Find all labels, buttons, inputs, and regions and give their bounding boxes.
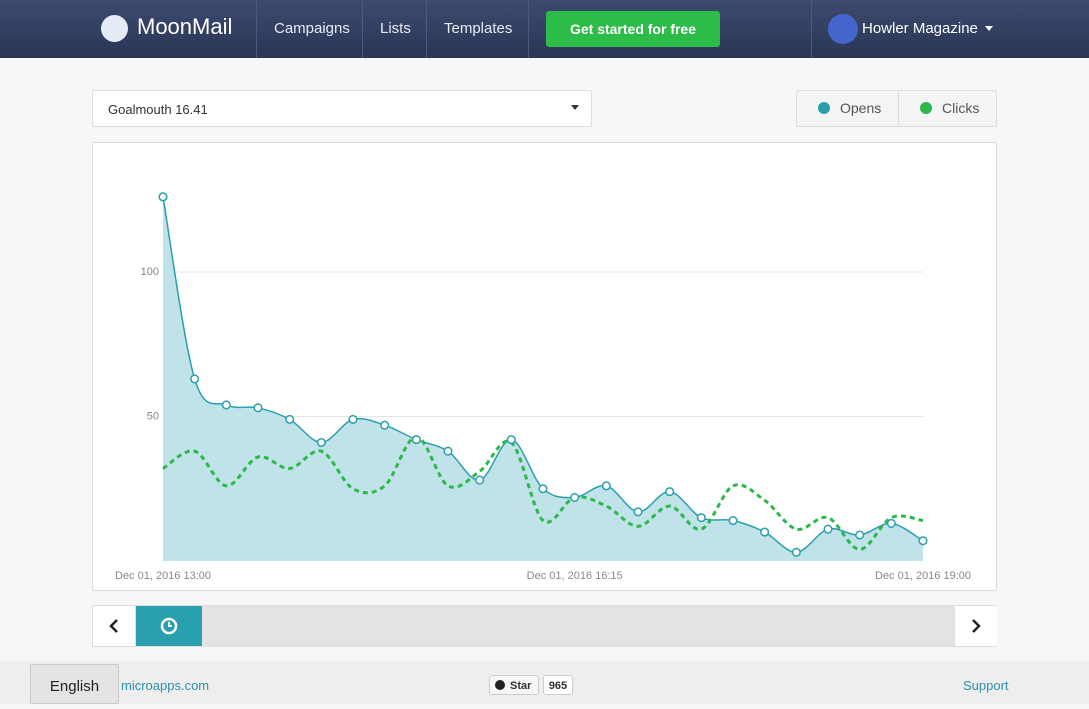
point [285,414,295,424]
point [918,536,928,546]
x-tick-label: Dec 01, 2016 13:00 [115,570,211,582]
point [823,524,833,534]
next-button[interactable] [954,606,997,646]
logo[interactable]: MoonMail [137,14,233,39]
point [855,530,865,540]
github-star[interactable]: Star [489,675,539,695]
point [791,547,801,557]
point [411,435,421,445]
avatar[interactable] [828,14,858,44]
point [570,492,580,502]
x-tick-label: Dec 01, 2016 19:00 [875,570,971,582]
point [506,435,516,445]
point [348,414,358,424]
point [601,481,611,491]
chart-panel: 50 100 Dec 01, 2016 13:00 Dec 01, 2016 16:1… [92,142,997,591]
point [190,374,200,384]
point [665,487,675,497]
legend: Opens Clicks [796,90,997,127]
logo-icon[interactable] [101,15,128,42]
nav-link[interactable]: Campaigns [256,0,362,58]
select-text: Goalmouth 16.41 [108,102,208,117]
nav-link[interactable]: Lists [362,0,426,58]
point [253,403,263,413]
point [728,515,738,526]
chart: 50 100 Dec 01, 2016 13:00 Dec 01, 2016 16:1… [115,192,971,582]
point [696,513,706,523]
navbar: MoonMail Campaigns Lists Templates Get s… [0,0,1089,58]
legend-dot [818,102,830,114]
point [443,446,453,456]
legend-dot [920,102,932,114]
legend-item[interactable]: Opens [797,91,899,126]
cta-button[interactable]: Get started for free [546,11,720,47]
divider [811,0,812,58]
caret[interactable] [985,26,993,35]
point [221,400,231,410]
point [886,518,896,528]
legend-label: Opens [840,100,882,116]
point [380,420,390,430]
footer-link[interactable]: microapps.com [121,678,210,693]
point [760,527,770,537]
star-count[interactable]: 965 [543,675,573,695]
timeline [92,605,997,647]
line [162,435,924,551]
caret [571,105,579,114]
point [475,475,485,485]
y-tick-label: 100 [141,266,159,278]
point [316,437,326,448]
user-name[interactable]: Howler Magazine [862,20,978,37]
point [158,192,168,202]
point [538,484,548,494]
y-tick-label: 50 [147,410,159,422]
language-button[interactable]: English [30,664,119,704]
support-link[interactable]: Support [963,678,1009,693]
reset-button[interactable] [136,606,202,646]
legend-label: Clicks [942,100,980,116]
legend-item[interactable]: Clicks [899,91,997,126]
campaign-select[interactable]: Goalmouth 16.41 [92,90,592,127]
footer: English microapps.com Star 965 Support [0,661,1089,704]
point [633,507,643,517]
star-text: Star [510,680,532,692]
prev-button[interactable] [93,606,136,646]
x-tick-label: Dec 01, 2016 16:15 [527,570,623,582]
nav-link[interactable]: Templates [426,0,529,58]
area [163,196,923,562]
